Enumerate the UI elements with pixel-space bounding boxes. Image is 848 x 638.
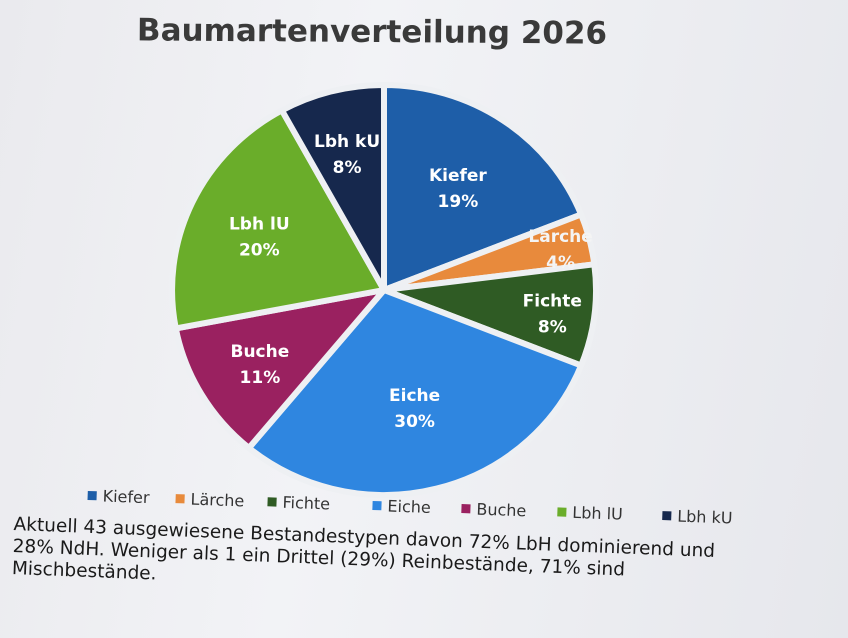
- slice-label: Kiefer: [429, 166, 487, 186]
- legend-label: Fichte: [282, 492, 331, 514]
- slice-label: Eiche: [389, 386, 440, 406]
- slice-value-label: 11%: [240, 368, 281, 388]
- pie-slice-kiefer: [381, 82, 585, 293]
- pie-slice-eiche: [245, 287, 585, 499]
- slice-label: Lbh kU: [314, 132, 380, 152]
- legend-swatch: [461, 504, 471, 514]
- legend-swatch: [372, 500, 382, 511]
- legend-item: Kiefer: [87, 486, 150, 508]
- legend-item: Eiche: [372, 496, 431, 517]
- legend-item: Lbh lU: [557, 502, 624, 524]
- legend-swatch: [662, 511, 672, 521]
- slice-value-label: 8%: [333, 158, 362, 178]
- legend-item: Lbh kU: [662, 506, 733, 528]
- legend-label: Lbh lU: [572, 502, 624, 524]
- pie-slice-buche: [172, 287, 387, 451]
- slice-value-label: 19%: [438, 192, 479, 212]
- legend-item: Lärche: [175, 489, 245, 511]
- legend-swatch: [87, 490, 97, 501]
- legend-swatch: [557, 507, 567, 517]
- slice-value-label: 20%: [239, 240, 280, 260]
- legend-label: Buche: [476, 499, 527, 521]
- pie-slice-lbh-lu: [169, 107, 387, 332]
- legend-item: Buche: [461, 499, 527, 520]
- slice-label: Buche: [231, 342, 290, 362]
- slice-value-label: 4%: [546, 253, 575, 273]
- legend-item: Fichte: [267, 492, 330, 513]
- slice-label: Lbh lU: [229, 214, 290, 234]
- slice-value-label: 30%: [394, 412, 435, 432]
- slice-label: Lärche: [528, 227, 592, 247]
- legend-label: Lbh kU: [676, 506, 733, 528]
- pie-slice-lbh-ku: [278, 82, 387, 293]
- slice-label: Fichte: [523, 292, 582, 312]
- legend-label: Lärche: [190, 489, 245, 511]
- slice-value-label: 8%: [538, 318, 567, 338]
- legend-label: Kiefer: [102, 486, 150, 508]
- legend-swatch: [267, 497, 277, 507]
- legend-swatch: [175, 494, 185, 504]
- legend-label: Eiche: [387, 496, 432, 517]
